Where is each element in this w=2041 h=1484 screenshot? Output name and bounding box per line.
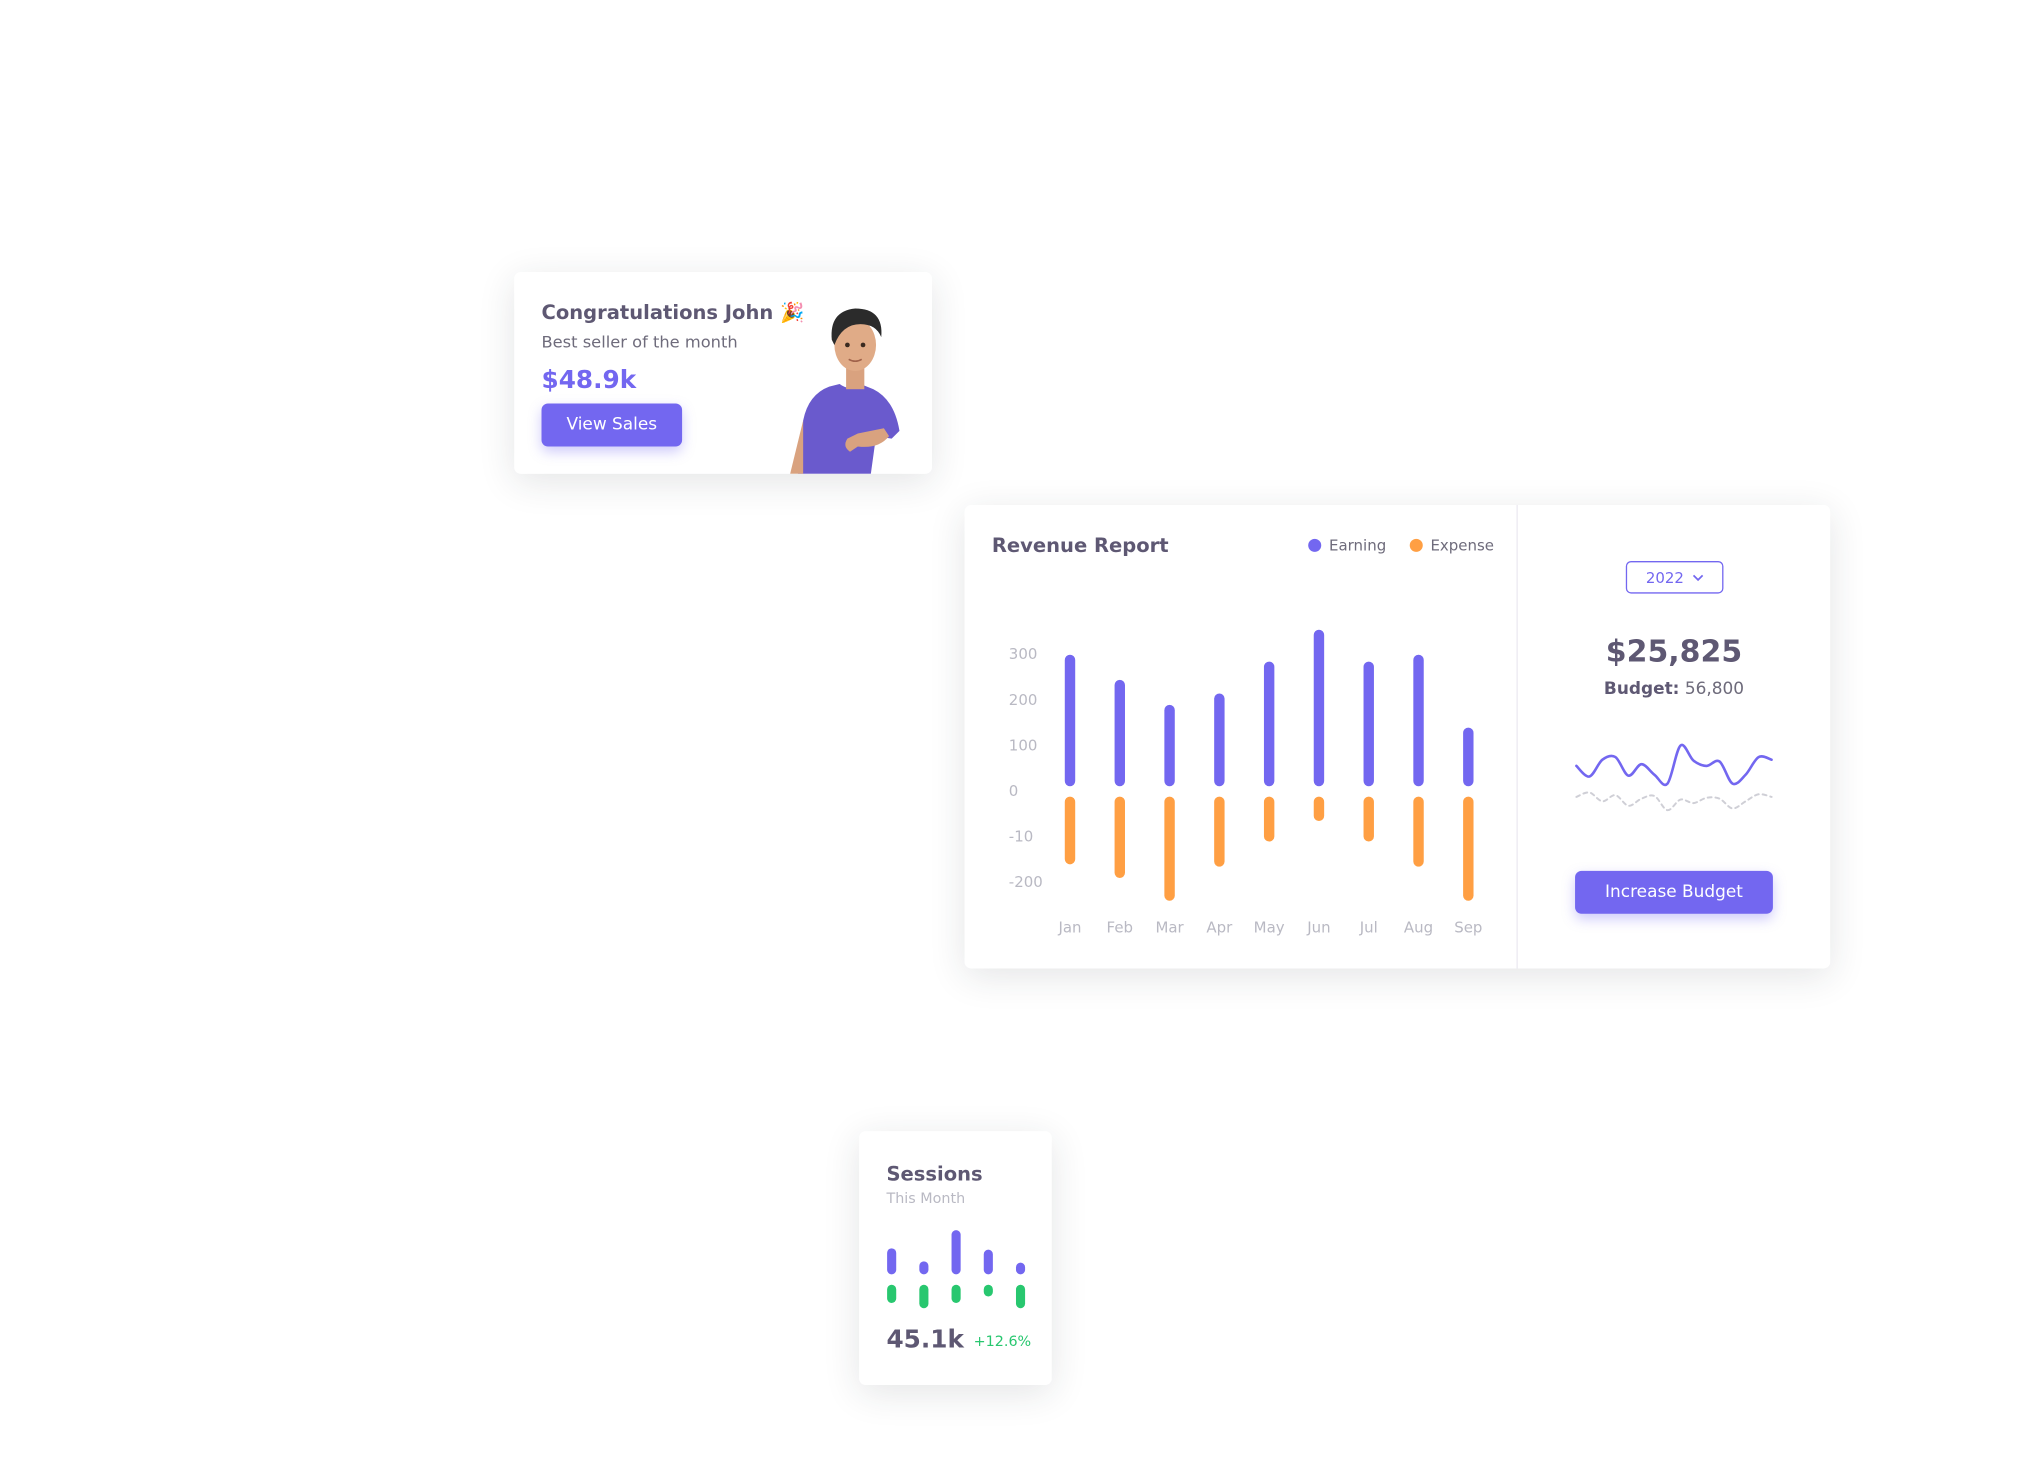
y-tick-label: 200 [1009, 691, 1038, 709]
legend-dot [1409, 538, 1423, 552]
chevron [1692, 574, 1703, 581]
congrats-card: Congratulations John 🎉 Best seller of th… [514, 272, 933, 474]
bar [887, 1248, 897, 1275]
x-tick-label: May [1254, 919, 1285, 937]
sessions-chart [887, 1230, 1026, 1309]
view-sales-button[interactable]: View Sales [541, 403, 683, 447]
x-tick-label: Sep [1454, 919, 1482, 937]
bar [1164, 796, 1175, 901]
bar [1463, 727, 1474, 787]
bar [951, 1230, 961, 1275]
y-tick-label: -10 [1009, 827, 1033, 845]
bar [1413, 654, 1424, 787]
bar [983, 1249, 993, 1275]
y-tick-label: -200 [1009, 873, 1043, 891]
year-label: 2022 [1645, 568, 1684, 587]
bar [951, 1284, 961, 1304]
sessions-card: Sessions This Month 45.1k +12.6% [859, 1131, 1052, 1386]
congrats-subtitle: Best seller of the month [541, 331, 738, 352]
sessions-change: +12.6% [973, 1332, 1032, 1350]
divider [1516, 505, 1518, 969]
avatar [790, 308, 900, 474]
budget-sparkline [1575, 743, 1773, 812]
y-tick-label: 300 [1009, 645, 1038, 663]
bar [887, 1284, 897, 1304]
x-tick-label: Mar [1155, 919, 1184, 937]
bar [1413, 796, 1424, 867]
bar [1015, 1262, 1026, 1275]
bar [983, 1284, 993, 1297]
bar [1114, 796, 1125, 878]
congrats-amount: $48.9k [541, 365, 637, 395]
sessions-total: 45.1k [886, 1325, 964, 1354]
legend-label: Expense [1430, 536, 1495, 555]
y-tick-label: 0 [1009, 782, 1019, 800]
budget-label: Budget: [1603, 679, 1680, 700]
bar [1164, 704, 1175, 787]
bar [1214, 693, 1225, 787]
increase-budget-button[interactable]: Increase Budget [1575, 870, 1773, 914]
congrats-title: Congratulations John 🎉 [541, 300, 805, 325]
budget-amount: $25,825 [1605, 635, 1743, 670]
line [1575, 791, 1773, 812]
bar [919, 1284, 929, 1309]
year-dropdown[interactable]: 2022 [1625, 561, 1724, 594]
line [1575, 743, 1773, 787]
bar [1064, 654, 1076, 787]
budget-value: 56,800 [1684, 679, 1745, 700]
revenue-title: Revenue Report [991, 533, 1169, 558]
bar [1463, 796, 1474, 901]
legend-label: Earning [1329, 536, 1387, 555]
bar [1263, 796, 1275, 842]
bar [1214, 796, 1225, 867]
bar [1313, 629, 1325, 787]
revenue-card: Revenue Report Earning Expense 300 200 100… [964, 505, 1831, 969]
bar [919, 1261, 929, 1275]
legend-dot [1308, 538, 1322, 552]
bar [1015, 1284, 1026, 1309]
x-tick-label: Jan [1057, 919, 1081, 937]
bar [1114, 679, 1125, 787]
x-tick-label: Jul [1359, 919, 1378, 937]
sessions-subtitle: This Month [886, 1189, 966, 1207]
y-tick-label: 100 [1009, 736, 1038, 754]
sessions-title: Sessions [886, 1162, 983, 1186]
x-tick-label: Aug [1404, 919, 1433, 937]
x-tick-label: Feb [1107, 919, 1133, 937]
revenue-chart: 300 200 100 0 -10 -200 Jan Feb Mar Apr May Jun Jul Au… [1009, 629, 1482, 937]
bar [1313, 796, 1325, 822]
bar [1263, 661, 1275, 787]
budget-line: Budget: 56,800 [1518, 679, 1830, 699]
legend: Earning Expense [1308, 536, 1495, 555]
bar [1363, 796, 1374, 842]
bar [1363, 661, 1374, 787]
x-tick-label: Apr [1206, 919, 1233, 937]
bar [1064, 796, 1076, 865]
x-tick-label: Jun [1306, 919, 1330, 937]
